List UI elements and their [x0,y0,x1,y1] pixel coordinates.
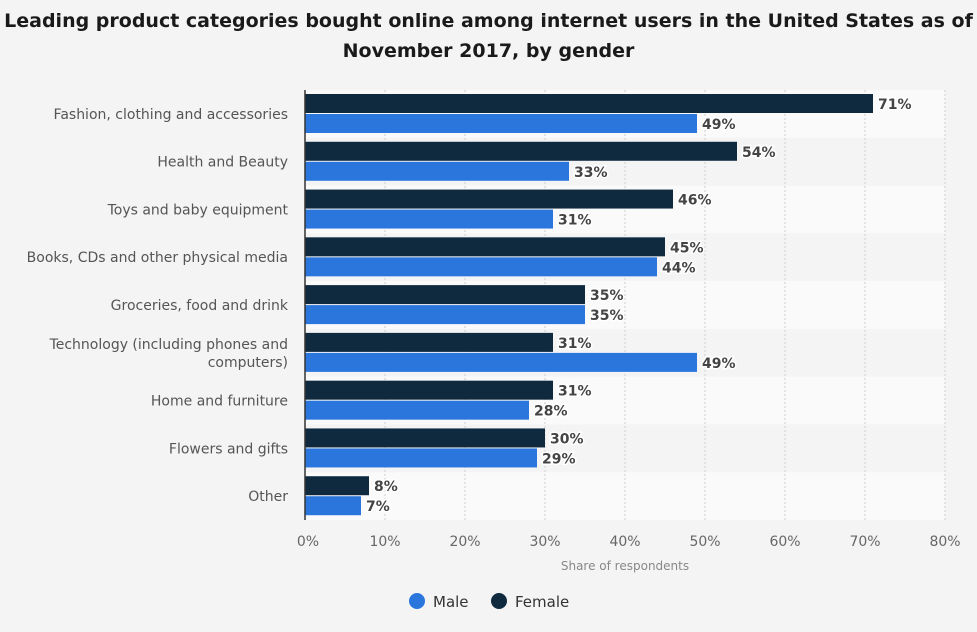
bar-female [305,380,553,400]
bar-male [305,496,361,516]
bar-female [305,94,873,113]
category-label: Fashion, clothing and accessories [54,107,288,123]
bar-male [305,161,569,181]
legend-marker-male [409,593,425,609]
category-label: Toys and baby equipment [107,202,289,218]
x-tick-label: 50% [689,534,720,550]
data-label: 31% [558,384,592,400]
data-label: 31% [558,336,592,352]
data-label: 45% [670,240,704,256]
category-label: Books, CDs and other physical media [27,250,288,266]
x-tick-label: 60% [769,534,800,550]
bar-female [305,476,369,496]
bar-female [305,141,737,161]
chart-title: Leading product categories bought online… [4,10,973,62]
bar-male [305,209,553,229]
bar-female [305,189,673,209]
category-label: Other [248,489,288,505]
bar-female [305,332,553,352]
bar-male [305,448,537,468]
data-label: 35% [590,308,624,324]
x-tick-label: 0% [297,534,319,550]
data-label: 49% [702,117,736,133]
data-label: 49% [702,356,736,372]
data-label: 7% [366,499,390,515]
bar-male [305,257,657,277]
data-label: 33% [574,165,608,181]
bar-male [305,114,697,133]
x-tick-label: 20% [449,534,480,550]
bar-female [305,428,545,448]
data-label: 31% [558,213,592,229]
data-label: 71% [878,97,912,113]
category-label: Flowers and gifts [169,441,288,457]
legend-label-female: Female [515,593,569,611]
data-label: 44% [662,260,696,276]
bar-male [305,352,697,372]
data-label: 8% [374,479,398,495]
row-band [305,472,945,520]
bar-male [305,305,585,325]
legend-label-male: Male [433,593,469,611]
data-label: 29% [542,451,576,467]
x-tick-label: 30% [529,534,560,550]
x-axis-title: Share of respondents [561,559,689,573]
x-tick-label: 70% [849,534,880,550]
category-label: Technology (including phones and [49,337,288,353]
bar-female [305,237,665,257]
data-label: 54% [742,145,776,161]
bar-male [305,400,529,420]
x-tick-label: 10% [369,534,400,550]
x-tick-label: 80% [929,534,960,550]
data-label: 30% [550,431,584,447]
data-label: 28% [534,404,568,420]
category-label: Home and furniture [151,394,288,410]
x-tick-label: 40% [609,534,640,550]
bar-female [305,285,585,305]
category-label: Health and Beauty [157,155,288,171]
category-label: Groceries, food and drink [111,298,289,314]
category-label: computers) [208,355,288,371]
data-label: 46% [678,193,712,209]
legend-marker-female [491,593,507,609]
data-label: 35% [590,288,624,304]
